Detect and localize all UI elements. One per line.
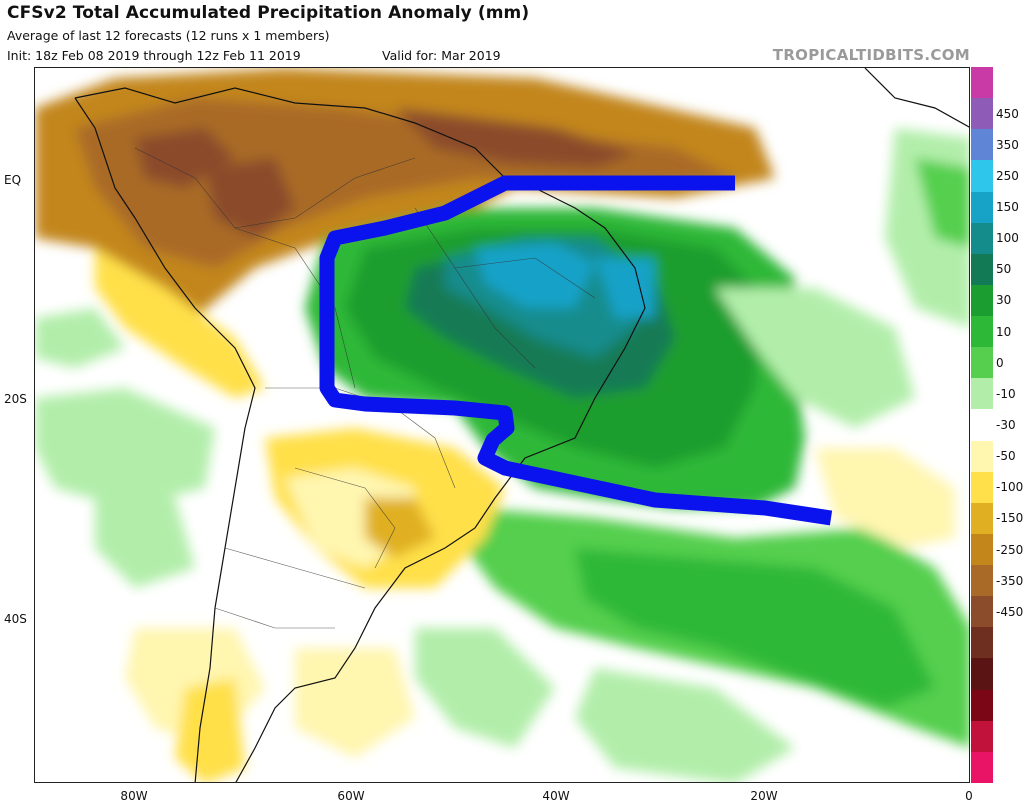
colorbar-swatch bbox=[971, 471, 993, 504]
colorbar bbox=[971, 67, 993, 784]
colorbar-swatch bbox=[971, 191, 993, 224]
colorbar-label: -30 bbox=[996, 418, 1016, 432]
lon-label-0: 0 bbox=[965, 789, 973, 803]
lon-label-20w: 20W bbox=[750, 789, 778, 803]
map-title: CFSv2 Total Accumulated Precipitation An… bbox=[7, 3, 530, 23]
colorbar-label: 0 bbox=[996, 355, 1004, 370]
colorbar-swatch bbox=[971, 129, 993, 161]
lon-label-60w: 60W bbox=[337, 789, 365, 803]
colorbar-label: 450 bbox=[996, 106, 1019, 121]
lat-label-40s: 40S bbox=[4, 612, 27, 626]
init-time: Init: 18z Feb 08 2019 through 12z Feb 11… bbox=[7, 48, 301, 63]
colorbar-label: 150 bbox=[996, 200, 1019, 215]
colorbar-label: 250 bbox=[996, 168, 1019, 183]
colorbar-swatch bbox=[971, 160, 993, 193]
map-subtitle: Average of last 12 forecasts (12 runs x … bbox=[7, 28, 330, 43]
valid-time: Valid for: Mar 2019 bbox=[382, 48, 501, 63]
colorbar-label: -450 bbox=[996, 604, 1024, 619]
colorbar-swatch bbox=[971, 347, 993, 379]
colorbar-swatch bbox=[971, 565, 993, 597]
colorbar-swatch bbox=[971, 98, 993, 130]
colorbar-swatch bbox=[971, 533, 993, 566]
lon-label-40w: 40W bbox=[542, 789, 570, 803]
anomaly-fill bbox=[35, 68, 969, 782]
colorbar-label: 10 bbox=[996, 324, 1012, 339]
lat-label-eq: EQ bbox=[4, 173, 22, 187]
colorbar-swatch bbox=[971, 502, 993, 535]
colorbar-swatch bbox=[971, 316, 993, 348]
lon-label-80w: 80W bbox=[120, 789, 148, 803]
colorbar-label: 350 bbox=[996, 137, 1019, 152]
colorbar-label: -10 bbox=[996, 386, 1016, 401]
colorbar-label: 30 bbox=[996, 293, 1012, 308]
colorbar-label: -150 bbox=[996, 511, 1024, 526]
colorbar-swatch bbox=[971, 378, 993, 410]
anomaly-map bbox=[35, 68, 969, 782]
colorbar-swatch bbox=[971, 284, 993, 317]
colorbar-swatch bbox=[971, 222, 993, 255]
colorbar-swatch bbox=[971, 409, 993, 442]
colorbar-swatch bbox=[971, 751, 993, 784]
colorbar-label: 50 bbox=[996, 262, 1012, 277]
colorbar-label: -350 bbox=[996, 573, 1024, 588]
lat-label-20s: 20S bbox=[4, 392, 27, 406]
colorbar-swatch bbox=[971, 658, 993, 691]
colorbar-swatch bbox=[971, 627, 993, 659]
coastlines bbox=[74, 68, 969, 782]
colorbar-label: -50 bbox=[996, 449, 1016, 464]
colorbar-label: -250 bbox=[996, 542, 1024, 557]
map-panel bbox=[34, 67, 970, 783]
colorbar-label: -100 bbox=[996, 480, 1024, 495]
colorbar-swatch bbox=[971, 67, 993, 99]
highlight-outline bbox=[319, 175, 833, 526]
brand-watermark: TROPICALTIDBITS.COM bbox=[772, 46, 970, 64]
colorbar-swatch bbox=[971, 253, 993, 286]
colorbar-swatch bbox=[971, 720, 993, 753]
colorbar-swatch bbox=[971, 596, 993, 628]
colorbar-swatch bbox=[971, 440, 993, 473]
colorbar-swatch bbox=[971, 689, 993, 722]
colorbar-label: 100 bbox=[996, 231, 1019, 246]
